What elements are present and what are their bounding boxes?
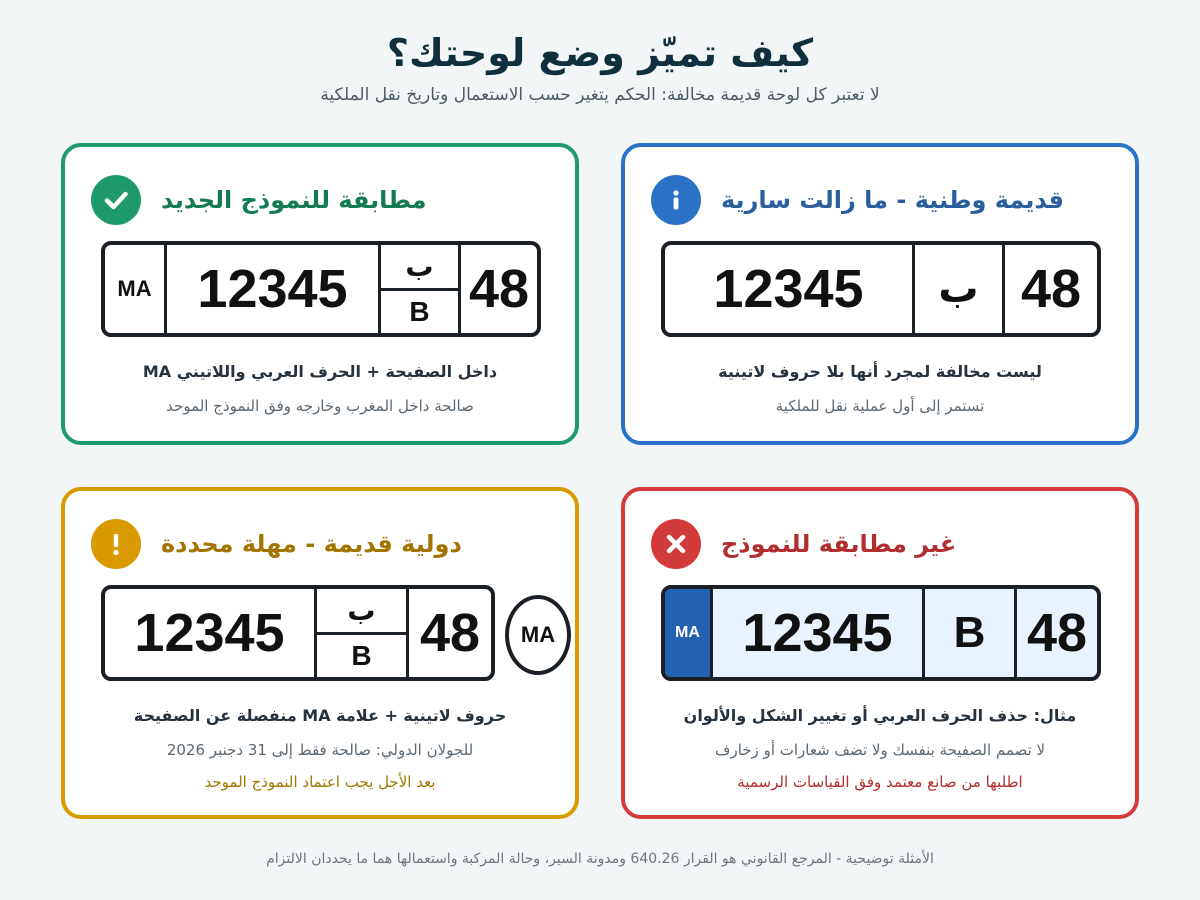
- plate-letter-arabic: ب: [317, 589, 406, 635]
- plate-letter-latin: B: [925, 589, 1017, 677]
- card-main-text: مثال: حذف الحرف العربي أو تغيير الشكل وا…: [683, 706, 1077, 725]
- card-header: غير مطابقة للنموذج: [625, 519, 1135, 569]
- plate-number: 12345: [713, 589, 925, 677]
- exclamation-icon: [91, 519, 141, 569]
- license-plate: MA 12345 B 48: [661, 585, 1101, 681]
- card-old-national: قديمة وطنية - ما زالت سارية 12345 ب 48 ل…: [621, 143, 1139, 445]
- card-sub-text: لا تصمم الصفيحة بنفسك ولا تضف شعارات أو …: [714, 741, 1046, 759]
- card-old-international: دولية قديمة - مهلة محددة 12345 ب B 48 MA…: [61, 487, 579, 819]
- card-header: دولية قديمة - مهلة محددة: [65, 519, 575, 569]
- card-header: قديمة وطنية - ما زالت سارية: [625, 175, 1135, 225]
- footer-note: الأمثلة توضيحية - المرجع القانوني هو الق…: [266, 851, 934, 867]
- card-description: حروف لاتينية + علامة MA منفصلة عن الصفيح…: [65, 705, 575, 793]
- plate-region-code: 48: [1026, 603, 1088, 663]
- license-plate: 12345 ب B 48: [101, 585, 495, 681]
- card-title: غير مطابقة للنموذج: [721, 530, 957, 558]
- plate-number: 12345: [105, 589, 317, 677]
- card-main-text: حروف لاتينية + علامة MA منفصلة عن الصفيح…: [133, 706, 507, 725]
- plate-number: 12345: [167, 245, 381, 333]
- check-icon: [91, 175, 141, 225]
- plate-letter-arabic: ب: [915, 245, 1005, 333]
- plate-region-code: 48: [419, 603, 481, 663]
- card-sub-text: للجولان الدولي: صالحة فقط إلى 31 دجنبر 2…: [166, 741, 474, 759]
- card-title: مطابقة للنموذج الجديد: [161, 186, 427, 214]
- plate-ma: MA: [105, 245, 167, 333]
- card-main-text: ليست مخالفة لمجرد أنها بلا حروف لاتينية: [718, 362, 1042, 381]
- plate-region-code: 48: [468, 259, 530, 319]
- card-description: داخل الصفيحة + الحرف العربي واللاتيني MA…: [65, 361, 575, 417]
- plate-number: 12345: [665, 245, 915, 333]
- plate-region-code: 48: [1020, 259, 1082, 319]
- ma-oval-badge: MA: [505, 595, 571, 675]
- card-sub-text: تستمر إلى أول عملية نقل للملكية: [775, 397, 985, 415]
- plate-letter-latin: B: [409, 295, 430, 327]
- card-note-text: بعد الأجل يجب اعتماد النموذج الموحد: [204, 773, 436, 791]
- plate-letter: ب B: [381, 245, 461, 333]
- license-plate: MA 12345 ب B 48: [101, 241, 541, 337]
- card-description: مثال: حذف الحرف العربي أو تغيير الشكل وا…: [625, 705, 1135, 793]
- plate-letter-latin: B: [351, 639, 372, 671]
- card-title: دولية قديمة - مهلة محددة: [161, 530, 462, 558]
- card-sub-text: صالحة داخل المغرب وخارجه وفق النموذج الم…: [166, 397, 474, 415]
- card-compliant: مطابقة للنموذج الجديد MA 12345 ب B 48 دا…: [61, 143, 579, 445]
- card-description: ليست مخالفة لمجرد أنها بلا حروف لاتينية …: [625, 361, 1135, 417]
- card-non-compliant: غير مطابقة للنموذج MA 12345 B 48 مثال: ح…: [621, 487, 1139, 819]
- card-main-text: داخل الصفيحة + الحرف العربي واللاتيني MA: [142, 362, 498, 381]
- page-title: كيف تميّز وضع لوحتك؟: [386, 31, 814, 75]
- license-plate: 12345 ب 48: [661, 241, 1101, 337]
- plate-letter: ب B: [317, 589, 409, 677]
- card-header: مطابقة للنموذج الجديد: [65, 175, 575, 225]
- info-icon: [651, 175, 701, 225]
- page-subtitle: لا تعتبر كل لوحة قديمة مخالفة: الحكم يتغ…: [320, 85, 880, 105]
- plate-ma: MA: [665, 589, 713, 677]
- x-icon: [651, 519, 701, 569]
- plate-letter-arabic: ب: [381, 245, 458, 291]
- header: كيف تميّز وضع لوحتك؟ لا تعتبر كل لوحة قد…: [0, 28, 1200, 106]
- card-title: قديمة وطنية - ما زالت سارية: [721, 186, 1064, 214]
- card-note-text: اطلبها من صانع معتمد وفق القياسات الرسمي…: [737, 773, 1023, 791]
